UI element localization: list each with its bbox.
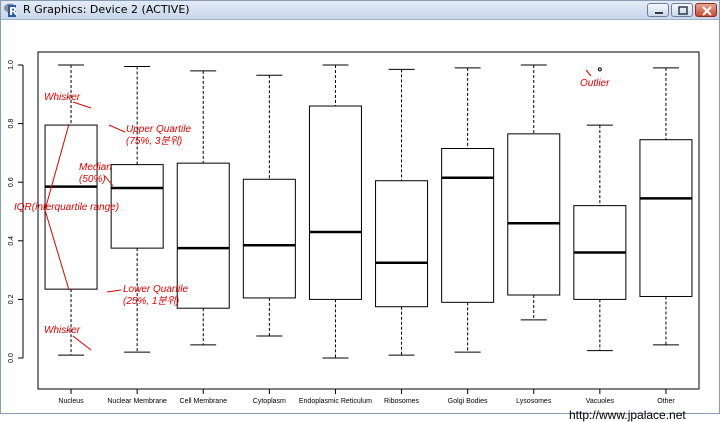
annotation-median: Median (79, 162, 112, 173)
annotation-upper-quartile: Upper Quartile (126, 124, 191, 135)
minimize-icon (655, 12, 663, 14)
iqr-box (110, 164, 164, 249)
r-logo-icon: R (4, 3, 18, 17)
arrow-upper-quartile (108, 124, 126, 133)
iqr-box (375, 180, 429, 308)
plot-canvas: 0.0 0.2 0.4 0.6 0.8 1.0 Nucleus Nuclear Membra… (1, 20, 719, 422)
iqr-box (441, 148, 495, 303)
arrow-median (104, 175, 114, 187)
maximize-icon (678, 6, 688, 15)
arrow-outlier (585, 69, 592, 77)
annotation-whisker-bottom: Whisker (44, 325, 81, 336)
iqr-box (242, 178, 296, 299)
box-cytoplasm (242, 74, 296, 337)
window-title: R Graphics: Device 2 (ACTIVE) (23, 3, 190, 16)
iqr-box (176, 162, 230, 309)
iqr-box (44, 124, 98, 290)
y-tick-label: 1.0 (8, 60, 15, 70)
annotation-iqr: IQR(interquartile range) (14, 202, 119, 213)
box-cell-membrane (176, 70, 230, 346)
box-nuclear-membrane (110, 65, 164, 353)
y-axis: 0.0 0.2 0.4 0.6 0.8 1.0 (8, 60, 24, 363)
x-tick-label: Golgi Bodies (448, 398, 488, 405)
y-tick-label: 0.2 (8, 294, 15, 304)
y-tick-label: 0.6 (8, 177, 15, 187)
watermark-url: http://www.jpalace.net (569, 408, 686, 422)
iqr-box (308, 105, 362, 300)
box-other (639, 67, 693, 346)
box-ribosomes (375, 68, 429, 356)
annotation-lower-quartile-sub: (25%, 1분위) (123, 295, 179, 307)
annotation-arrows (44, 69, 592, 351)
x-tick-label: Lysosomes (516, 398, 552, 405)
x-tick-label: Nucleus (58, 398, 84, 405)
y-tick-label: 0.4 (8, 236, 15, 246)
x-tick-label: Cytoplasm (253, 398, 286, 405)
box-endoplasmic-reticulum (308, 64, 362, 359)
annotation-outlier: Outlier (580, 78, 610, 89)
x-tick-label: Nuclear Membrane (107, 398, 167, 405)
boxplot-chart: 0.0 0.2 0.4 0.6 0.8 1.0 Nucleus Nuclear Membra… (8, 51, 700, 405)
x-tick-label: Ribosomes (384, 398, 420, 405)
x-tick-label: Other (657, 398, 675, 405)
close-button[interactable] (695, 3, 717, 17)
x-axis: Nucleus Nuclear Membrane Cell Membrane Cyto… (58, 388, 675, 405)
y-tick-label: 0.8 (8, 119, 15, 129)
box-series (44, 64, 693, 359)
close-icon (702, 6, 712, 16)
annotation-whisker-top: Whisker (44, 92, 81, 103)
outlier-point (597, 67, 602, 72)
svg-text:R: R (9, 5, 18, 17)
title-bar[interactable]: R R Graphics: Device 2 (ACTIVE) (1, 1, 719, 20)
annotations: Whisker Upper Quartile (75%, 3분위) Median… (14, 78, 610, 336)
minimize-button[interactable] (647, 3, 669, 17)
box-vacuoles (573, 124, 627, 352)
iqr-box (507, 133, 561, 296)
annotation-upper-quartile-sub: (75%, 3분위) (126, 135, 182, 147)
arrow-lower-quartile (106, 289, 122, 293)
maximize-button[interactable] (671, 3, 693, 17)
box-nucleus (44, 64, 98, 356)
x-tick-label: Cell Membrane (180, 398, 228, 405)
box-golgi-bodies (441, 67, 495, 353)
x-tick-label: Endoplasmic Reticulum (299, 398, 372, 405)
box-lysosomes (507, 64, 561, 321)
annotation-lower-quartile: Lower Quartile (123, 284, 188, 295)
iqr-bracket (44, 123, 70, 291)
annotation-median-sub: (50%) (79, 174, 106, 185)
arrow-whisker-bottom (72, 335, 92, 351)
outlier-points (597, 67, 602, 72)
y-tick-label: 0.0 (8, 353, 15, 363)
arrow-whisker-top (72, 101, 92, 109)
iqr-box (639, 139, 693, 297)
x-tick-label: Vacuoles (586, 398, 615, 405)
